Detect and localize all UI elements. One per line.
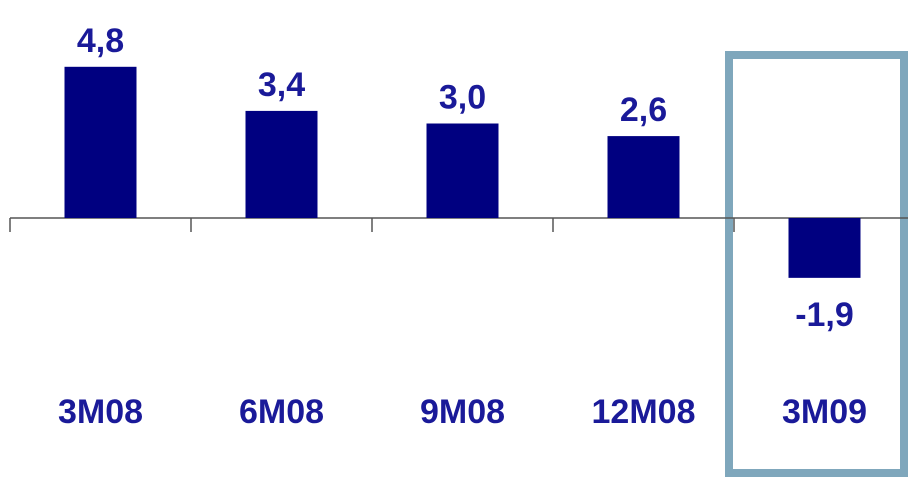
value-label-3m09: -1,9 bbox=[795, 296, 854, 334]
bar-6m08 bbox=[245, 110, 318, 218]
bar-12m08 bbox=[607, 136, 680, 218]
category-label-3m09: 3M09 bbox=[782, 393, 867, 431]
bar-9m08 bbox=[426, 123, 499, 218]
value-labels: 4,8 3,4 3,0 2,6 -1,9 bbox=[77, 22, 854, 334]
category-label-12m08: 12M08 bbox=[592, 393, 696, 431]
value-label-6m08: 3,4 bbox=[258, 66, 305, 104]
bars bbox=[64, 66, 861, 278]
category-label-6m08: 6M08 bbox=[239, 393, 324, 431]
value-label-9m08: 3,0 bbox=[439, 79, 486, 117]
category-labels: 3M08 6M08 9M08 12M08 3M09 bbox=[58, 393, 867, 431]
value-label-3m08: 4,8 bbox=[77, 22, 124, 60]
bar-3m09 bbox=[788, 218, 861, 278]
bar-3m08 bbox=[64, 66, 137, 218]
category-label-3m08: 3M08 bbox=[58, 393, 143, 431]
category-label-9m08: 9M08 bbox=[420, 393, 505, 431]
value-label-12m08: 2,6 bbox=[620, 91, 667, 129]
highlight-box bbox=[725, 51, 908, 477]
x-axis bbox=[9, 217, 908, 232]
